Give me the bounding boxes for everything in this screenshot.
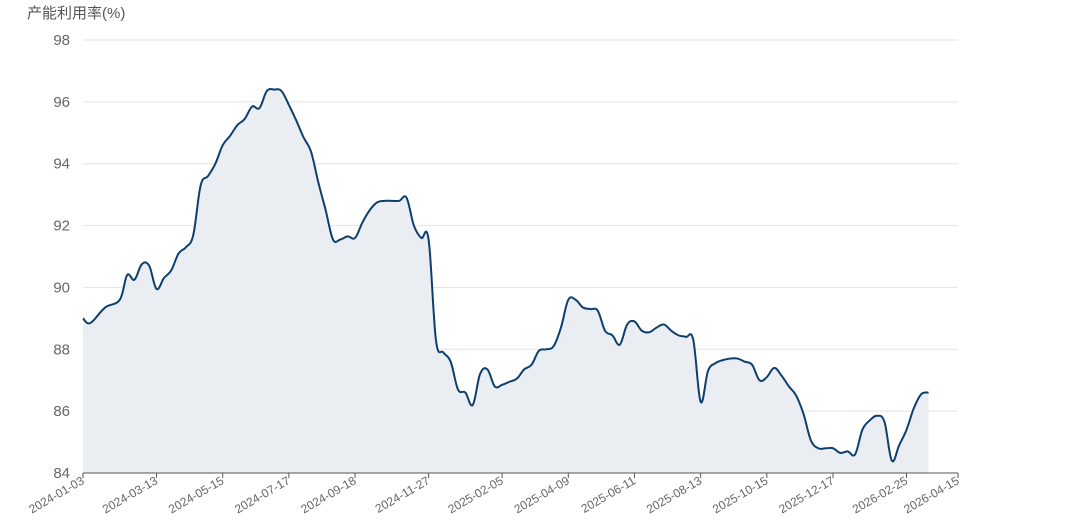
y-tick-label: 96	[53, 94, 70, 111]
y-tick-label: 94	[53, 156, 70, 173]
y-tick-labels: 84 86 88 90 92 94 96 98	[53, 32, 70, 482]
axes	[82, 472, 959, 478]
y-axis-label: 产能利用率(%)	[27, 5, 125, 22]
area-fill	[83, 89, 929, 474]
x-tick-label: 2026-02-25	[850, 473, 910, 516]
x-tick-label: 2024-11-27	[373, 473, 433, 516]
y-tick-label: 88	[53, 341, 70, 358]
x-tick-label: 2024-09-18	[298, 473, 358, 516]
y-tick-label: 90	[53, 279, 70, 296]
x-tick-label: 2024-05-15	[166, 473, 226, 516]
x-tick-label: 2025-02-05	[445, 473, 505, 516]
y-tick-label: 84	[53, 465, 70, 482]
series-line	[82, 88, 929, 463]
x-tick-label: 2024-07-17	[232, 473, 292, 516]
x-tick-label: 2025-12-17	[776, 473, 836, 516]
y-tick-label: 92	[53, 218, 70, 235]
x-tick-label: 2025-06-11	[579, 473, 639, 516]
x-tick-label: 2026-04-15	[901, 473, 961, 516]
x-tick-label: 2024-03-13	[100, 473, 160, 516]
x-tick-label: 2025-04-09	[512, 473, 572, 516]
x-tick-label: 2025-10-15	[710, 473, 770, 516]
y-tick-label: 86	[53, 403, 70, 420]
x-tick-label: 2025-08-13	[644, 473, 704, 516]
y-tick-label: 98	[53, 32, 70, 49]
x-tick-labels: 2024-01-03 2024-03-13 2024-05-15 2024-07-17…	[26, 473, 961, 516]
